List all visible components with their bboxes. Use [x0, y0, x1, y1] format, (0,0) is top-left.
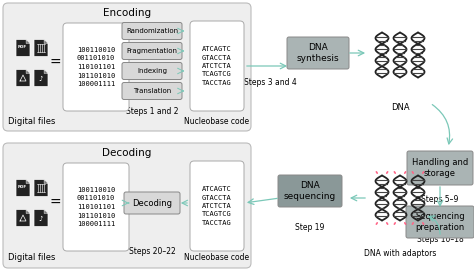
Text: 100110010
001101010
110101101
101101010
100001111: 100110010 001101010 110101101 101101010 …: [77, 187, 115, 227]
Text: =: =: [49, 56, 61, 70]
Text: 100110010
001101010
110101101
101101010
100001111: 100110010 001101010 110101101 101101010 …: [77, 47, 115, 87]
FancyBboxPatch shape: [63, 163, 129, 251]
Text: DNA
sequencing: DNA sequencing: [284, 181, 336, 201]
Text: Sequencing
preparation: Sequencing preparation: [415, 212, 465, 232]
Text: DNA with adaptors: DNA with adaptors: [364, 249, 436, 257]
Polygon shape: [26, 209, 30, 214]
Text: Step 19: Step 19: [295, 224, 325, 233]
FancyBboxPatch shape: [122, 63, 182, 79]
Polygon shape: [44, 209, 48, 214]
Text: ♪: ♪: [39, 216, 43, 222]
Text: Indexing: Indexing: [137, 68, 167, 74]
Polygon shape: [16, 40, 30, 56]
Polygon shape: [44, 179, 48, 183]
Polygon shape: [26, 69, 30, 73]
Polygon shape: [26, 40, 30, 43]
Polygon shape: [16, 209, 30, 227]
FancyBboxPatch shape: [3, 143, 251, 268]
Text: Randomization: Randomization: [126, 28, 178, 34]
FancyBboxPatch shape: [3, 3, 251, 131]
FancyBboxPatch shape: [278, 175, 342, 207]
FancyBboxPatch shape: [63, 23, 129, 111]
FancyBboxPatch shape: [406, 206, 474, 238]
FancyBboxPatch shape: [122, 22, 182, 40]
Polygon shape: [34, 69, 48, 86]
Polygon shape: [34, 40, 48, 56]
Text: Steps 20–22: Steps 20–22: [128, 247, 175, 256]
FancyBboxPatch shape: [190, 21, 244, 111]
Text: ♪: ♪: [39, 76, 43, 82]
Text: PDF: PDF: [18, 45, 27, 49]
Text: =: =: [49, 196, 61, 210]
Polygon shape: [34, 179, 48, 196]
Text: Decoding: Decoding: [102, 148, 152, 158]
Text: Nucleobase code: Nucleobase code: [184, 117, 250, 125]
Text: Steps 1 and 2: Steps 1 and 2: [126, 107, 178, 115]
Text: Digital files: Digital files: [9, 253, 55, 263]
Polygon shape: [16, 69, 30, 86]
Text: Nucleobase code: Nucleobase code: [184, 253, 250, 263]
Polygon shape: [44, 40, 48, 43]
Text: Digital files: Digital files: [9, 117, 55, 125]
Text: Steps 5–9: Steps 5–9: [421, 195, 459, 205]
FancyBboxPatch shape: [122, 82, 182, 99]
Text: PDF: PDF: [18, 185, 27, 189]
Text: Handling and
storage: Handling and storage: [412, 158, 468, 178]
Text: DNA: DNA: [391, 104, 410, 112]
FancyBboxPatch shape: [190, 161, 244, 251]
Text: Translation: Translation: [133, 88, 171, 94]
FancyBboxPatch shape: [122, 43, 182, 60]
Text: ATCAGTC
GTACCTA
ATCTCTA
TCAGTCG
TACCTAG: ATCAGTC GTACCTA ATCTCTA TCAGTCG TACCTAG: [202, 186, 232, 226]
Polygon shape: [26, 179, 30, 183]
Text: Encoding: Encoding: [103, 8, 151, 18]
FancyBboxPatch shape: [407, 151, 473, 185]
Polygon shape: [16, 179, 30, 196]
FancyBboxPatch shape: [287, 37, 349, 69]
Text: ATCAGTC
GTACCTA
ATCTCTA
TCAGTCG
TACCTAG: ATCAGTC GTACCTA ATCTCTA TCAGTCG TACCTAG: [202, 46, 232, 86]
Text: Steps 3 and 4: Steps 3 and 4: [244, 78, 296, 87]
Text: Fragmentation: Fragmentation: [127, 48, 177, 54]
Polygon shape: [44, 69, 48, 73]
Text: Decoding: Decoding: [132, 198, 172, 208]
FancyBboxPatch shape: [124, 192, 180, 214]
Text: DNA
synthesis: DNA synthesis: [297, 43, 339, 63]
Polygon shape: [34, 209, 48, 227]
Text: Steps 10–18: Steps 10–18: [417, 235, 464, 244]
